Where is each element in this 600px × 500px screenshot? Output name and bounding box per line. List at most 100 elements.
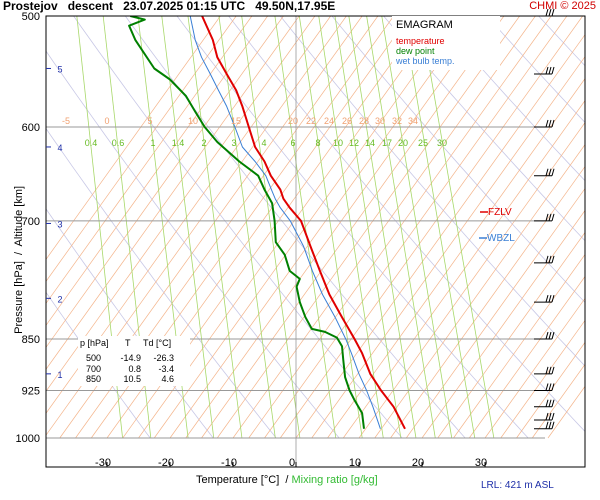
y-axis-label-text: Pressure [hPa] / Altitude [km]	[13, 185, 25, 334]
isotherm	[46, 16, 268, 326]
wind-barb	[534, 412, 555, 421]
mixing-ratio-line	[348, 16, 417, 439]
mixing-ratio-line	[274, 16, 337, 439]
wind-barb-flag	[545, 366, 549, 374]
dry-adiabat	[279, 16, 585, 367]
wind-barb-flag	[548, 66, 552, 75]
wind-barb-flag	[545, 399, 549, 407]
legend-item-dew-point: dew point	[396, 46, 435, 56]
wind-barb-flag	[548, 412, 552, 421]
isotherm	[342, 100, 585, 439]
isotherm	[421, 209, 585, 439]
wind-barb-flag	[551, 331, 555, 340]
mixing-ratio-label: 20	[398, 138, 408, 148]
wind-barbs	[534, 8, 555, 430]
isotherm	[46, 16, 300, 370]
mixing-ratio-line	[366, 16, 436, 439]
x-tick-label: -30	[95, 457, 111, 469]
mixing-ratio-label: 0.6	[112, 138, 125, 148]
mixing-ratio-label: 10	[333, 138, 343, 148]
wind-barb-flag	[551, 119, 555, 128]
altitude-tick-label: 2	[57, 294, 62, 304]
altitude-tick-label: 5	[57, 64, 62, 74]
mixing-ratio-label: 25	[418, 138, 428, 148]
mixing-ratio-label: 1	[150, 138, 155, 148]
x-axis-label-mix: Mixing ratio [g/kg]	[291, 474, 378, 486]
table-cell-p: 850	[86, 374, 102, 384]
isotherm-label: 20	[288, 116, 298, 126]
series-line-wet-bulb-temp	[189, 16, 381, 429]
wind-barb-flag	[548, 8, 552, 17]
isotherm	[311, 56, 585, 439]
mixing-ratio-label: 6	[290, 138, 295, 148]
series-line-dew-point	[128, 16, 365, 429]
chart-header: Prostejov descent 23.07.2025 01:15 UTC 4…	[3, 0, 335, 13]
pressure-tick-label: 500	[22, 11, 40, 23]
isotherm	[46, 16, 237, 282]
isotherm-label: -5	[62, 116, 70, 126]
y-axis-label: Pressure [hPa] / Altitude [km]	[1, 140, 25, 340]
pressure-tick-label: 925	[22, 386, 40, 398]
legend: EMAGRAM temperature dew point wet bulb t…	[392, 16, 500, 70]
isotherm	[374, 143, 585, 439]
isotherm	[295, 34, 585, 439]
dry-adiabat	[73, 16, 403, 439]
altitude-tick-label: 4	[57, 143, 62, 153]
table-cell-td: -3.4	[158, 364, 174, 374]
wind-barb-flag	[545, 383, 549, 391]
isotherm	[327, 78, 585, 439]
wind-barb-flag	[545, 421, 549, 429]
mixing-ratio-label: 8	[315, 138, 320, 148]
isotherm-label: 24	[324, 116, 334, 126]
wind-barb-flag	[551, 168, 555, 176]
isotherm	[453, 253, 585, 439]
series-line-temperature	[201, 16, 406, 430]
altitude-tick-label: 3	[57, 219, 62, 229]
wind-barb	[534, 168, 555, 177]
isotherm-label: 22	[306, 116, 316, 126]
wind-barb-flag	[548, 399, 552, 407]
isotherm-label: 30	[375, 116, 385, 126]
isotherm-label: 10	[188, 116, 198, 126]
pressure-tick-label: 850	[22, 334, 40, 346]
sounding-datetime: 23.07.2025 01:15 UTC	[123, 0, 246, 13]
isotherm-label: 5	[147, 116, 152, 126]
station-name: Prostejov	[3, 0, 58, 13]
isotherm-label: 26	[342, 116, 352, 126]
table-cell-t: 10.5	[123, 374, 141, 384]
mixing-ratio-line	[420, 16, 495, 439]
sounding-kind: descent	[67, 0, 114, 13]
x-tick-label: 30	[475, 457, 487, 469]
wind-barb-flag	[545, 331, 549, 340]
isotherm	[484, 297, 585, 439]
wind-barb-flag	[548, 331, 552, 340]
dry-adiabat	[46, 127, 277, 439]
x-tick-label: 20	[412, 457, 424, 469]
table-cell-td: -26.3	[153, 353, 174, 363]
wind-barb-flag	[545, 213, 549, 221]
legend-item-wet-bulb: wet bulb temp.	[396, 56, 455, 66]
pressure-tick-label: 600	[22, 122, 40, 134]
plot-frame	[45, 15, 586, 468]
table-cell-t: 0.8	[128, 364, 141, 374]
wind-barb-flag	[551, 8, 555, 17]
mixing-ratio-line	[381, 16, 453, 439]
mixing-ratio-line	[187, 16, 243, 439]
wind-barb	[534, 399, 555, 408]
pressure-tick-label: 1000	[16, 433, 40, 445]
isotherm-label: 28	[359, 116, 369, 126]
mixing-ratio-line	[218, 16, 276, 439]
wind-barb-flag	[551, 295, 555, 303]
wind-barb-flag	[548, 383, 552, 391]
isotherm-label: 32	[392, 116, 402, 126]
mixing-ratio-label: 3	[231, 138, 236, 148]
wind-barb	[534, 119, 555, 128]
wind-barb-flag	[548, 255, 552, 263]
x-tick-label: 10	[349, 457, 361, 469]
mixing-ratio-label: 14	[365, 138, 375, 148]
table-cell-p: 700	[86, 364, 102, 374]
x-tick-label: -20	[158, 457, 174, 469]
legend-item-temperature: temperature	[396, 36, 445, 46]
isotherm	[468, 275, 585, 439]
